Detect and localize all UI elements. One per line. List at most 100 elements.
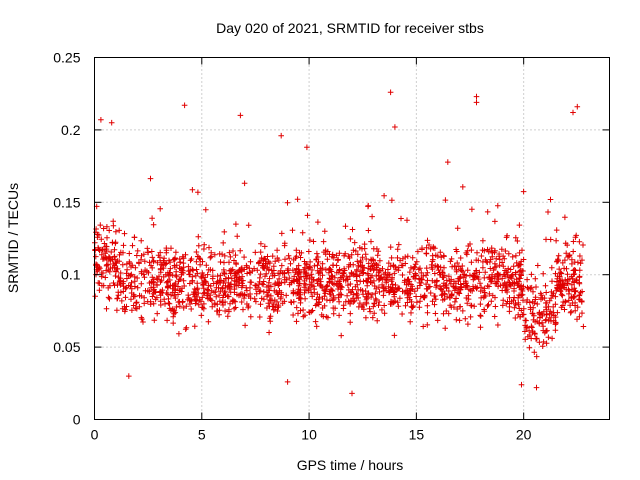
- data-point: [177, 287, 183, 293]
- data-point: [180, 264, 187, 270]
- data-point: [478, 253, 485, 259]
- data-point: [424, 322, 431, 328]
- data-point: [376, 289, 383, 295]
- data-point: [557, 269, 564, 276]
- data-point: [221, 270, 228, 277]
- data-point: [258, 255, 265, 261]
- data-point: [516, 292, 522, 299]
- data-point: [488, 279, 494, 285]
- data-point: [336, 299, 342, 305]
- data-point: [176, 265, 183, 272]
- data-point: [332, 274, 338, 281]
- data-point: [405, 253, 411, 260]
- data-point: [558, 283, 565, 290]
- data-point: [95, 280, 101, 286]
- data-point: [231, 306, 237, 312]
- data-point: [453, 269, 460, 275]
- data-point: [121, 230, 128, 237]
- data-point: [307, 259, 313, 265]
- data-point: [457, 275, 463, 281]
- data-point: [204, 271, 211, 278]
- data-point: [577, 289, 584, 296]
- data-point: [158, 277, 165, 284]
- data-point: [204, 292, 210, 299]
- data-point: [194, 270, 201, 277]
- data-point: [541, 309, 547, 315]
- data-point: [114, 258, 121, 264]
- data-point: [185, 292, 191, 298]
- data-point: [410, 274, 417, 280]
- data-point: [367, 308, 373, 315]
- data-point: [502, 273, 508, 280]
- data-point: [475, 257, 482, 264]
- data-point: [490, 267, 497, 273]
- data-point: [543, 236, 549, 243]
- data-point: [221, 267, 227, 273]
- data-point: [297, 254, 304, 261]
- data-point: [503, 234, 510, 241]
- data-point: [545, 209, 551, 215]
- data-point: [266, 297, 273, 303]
- data-point: [544, 311, 550, 317]
- data-point: [535, 262, 541, 269]
- data-point: [547, 308, 554, 315]
- data-point: [566, 252, 573, 258]
- data-point: [432, 270, 438, 277]
- data-point: [462, 284, 469, 290]
- data-point: [324, 256, 331, 263]
- data-point: [424, 277, 431, 284]
- data-point: [193, 249, 200, 255]
- data-point: [412, 264, 418, 271]
- data-point: [127, 283, 134, 290]
- data-point: [112, 240, 119, 247]
- data-point: [440, 297, 446, 303]
- data-point: [288, 280, 294, 286]
- data-point: [526, 327, 532, 334]
- x-tick-label: 20: [516, 427, 532, 443]
- data-point: [344, 292, 350, 299]
- data-point: [470, 276, 477, 283]
- data-point: [416, 280, 423, 286]
- data-point: [198, 273, 204, 280]
- data-point: [209, 275, 216, 282]
- data-point: [387, 89, 394, 96]
- data-point: [488, 298, 495, 305]
- data-point: [361, 241, 368, 247]
- data-point: [193, 266, 200, 273]
- data-point: [158, 269, 164, 275]
- data-point: [219, 285, 225, 292]
- data-point: [252, 249, 259, 256]
- data-point: [507, 266, 514, 273]
- data-point: [427, 290, 434, 296]
- data-point: [560, 299, 566, 305]
- data-point: [257, 301, 264, 307]
- data-point: [478, 313, 484, 319]
- data-point: [99, 252, 105, 258]
- data-point: [456, 263, 462, 270]
- data-point: [365, 290, 372, 296]
- data-point: [396, 241, 402, 248]
- x-tick-label: 5: [198, 427, 206, 443]
- data-point: [463, 273, 469, 279]
- data-point: [362, 251, 369, 257]
- data-point: [278, 132, 284, 139]
- data-point: [454, 225, 461, 231]
- data-point: [265, 292, 271, 298]
- data-point: [231, 270, 238, 277]
- data-point: [191, 291, 198, 298]
- data-point: [233, 260, 239, 266]
- data-point: [128, 264, 134, 270]
- data-point: [201, 278, 207, 284]
- data-point: [221, 259, 227, 266]
- data-point: [310, 238, 317, 245]
- data-point: [449, 291, 455, 297]
- data-point: [328, 268, 335, 275]
- data-point: [209, 297, 215, 304]
- data-point: [119, 305, 126, 312]
- data-point: [350, 295, 356, 302]
- data-point: [377, 257, 383, 264]
- data-point: [417, 298, 423, 304]
- data-point: [413, 273, 419, 279]
- data-point: [187, 267, 193, 273]
